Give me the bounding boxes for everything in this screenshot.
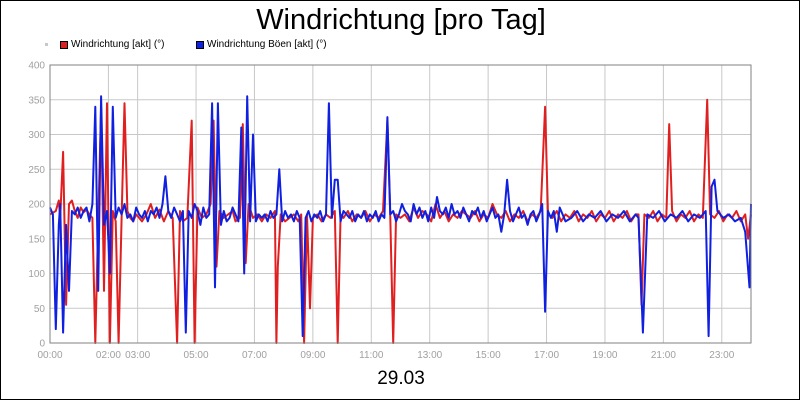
legend-marker-icon <box>45 43 48 46</box>
x-tick-label: 13:00 <box>417 350 442 361</box>
y-tick-label: 200 <box>28 200 45 211</box>
chart-title: Windrichtung [pro Tag] <box>256 4 546 36</box>
x-axis-date-label: 29.03 <box>377 368 425 389</box>
x-tick-label: 19:00 <box>592 350 617 361</box>
x-tick-label: 21:00 <box>651 350 676 361</box>
plot-border <box>49 64 752 344</box>
x-tick-label: 11:00 <box>359 350 384 361</box>
legend-swatch-gust-direction <box>196 41 204 49</box>
y-tick-label: 100 <box>28 269 45 280</box>
y-tick-label: 350 <box>28 95 45 106</box>
x-tick-label: 02:00 <box>96 350 121 361</box>
legend-label-wind-direction: Windrichtung [akt] (°) <box>71 39 165 50</box>
x-tick-label: 15:00 <box>476 350 501 361</box>
x-tick-label: 00:00 <box>37 350 62 361</box>
series-line-wind-direction <box>49 98 752 344</box>
x-tick-label: 17:00 <box>534 350 559 361</box>
y-tick-label: 300 <box>28 130 45 141</box>
x-tick-label: 03:00 <box>125 350 150 361</box>
legend-swatch-wind-direction <box>60 41 68 49</box>
y-tick-label: 150 <box>28 234 45 245</box>
x-tick-label: 23:00 <box>709 350 734 361</box>
legend-label-gust-direction: Windrichtung Böen [akt] (°) <box>207 39 327 50</box>
series-line-gust-direction <box>49 95 752 338</box>
y-tick-label: 50 <box>34 304 46 315</box>
y-tick-label: 250 <box>28 165 45 176</box>
x-tick-label: 09:00 <box>300 350 325 361</box>
x-tick-label: 07:00 <box>242 350 267 361</box>
y-tick-label: 0 <box>39 339 45 350</box>
y-tick-label: 400 <box>28 61 45 72</box>
x-tick-label: 05:00 <box>184 350 209 361</box>
